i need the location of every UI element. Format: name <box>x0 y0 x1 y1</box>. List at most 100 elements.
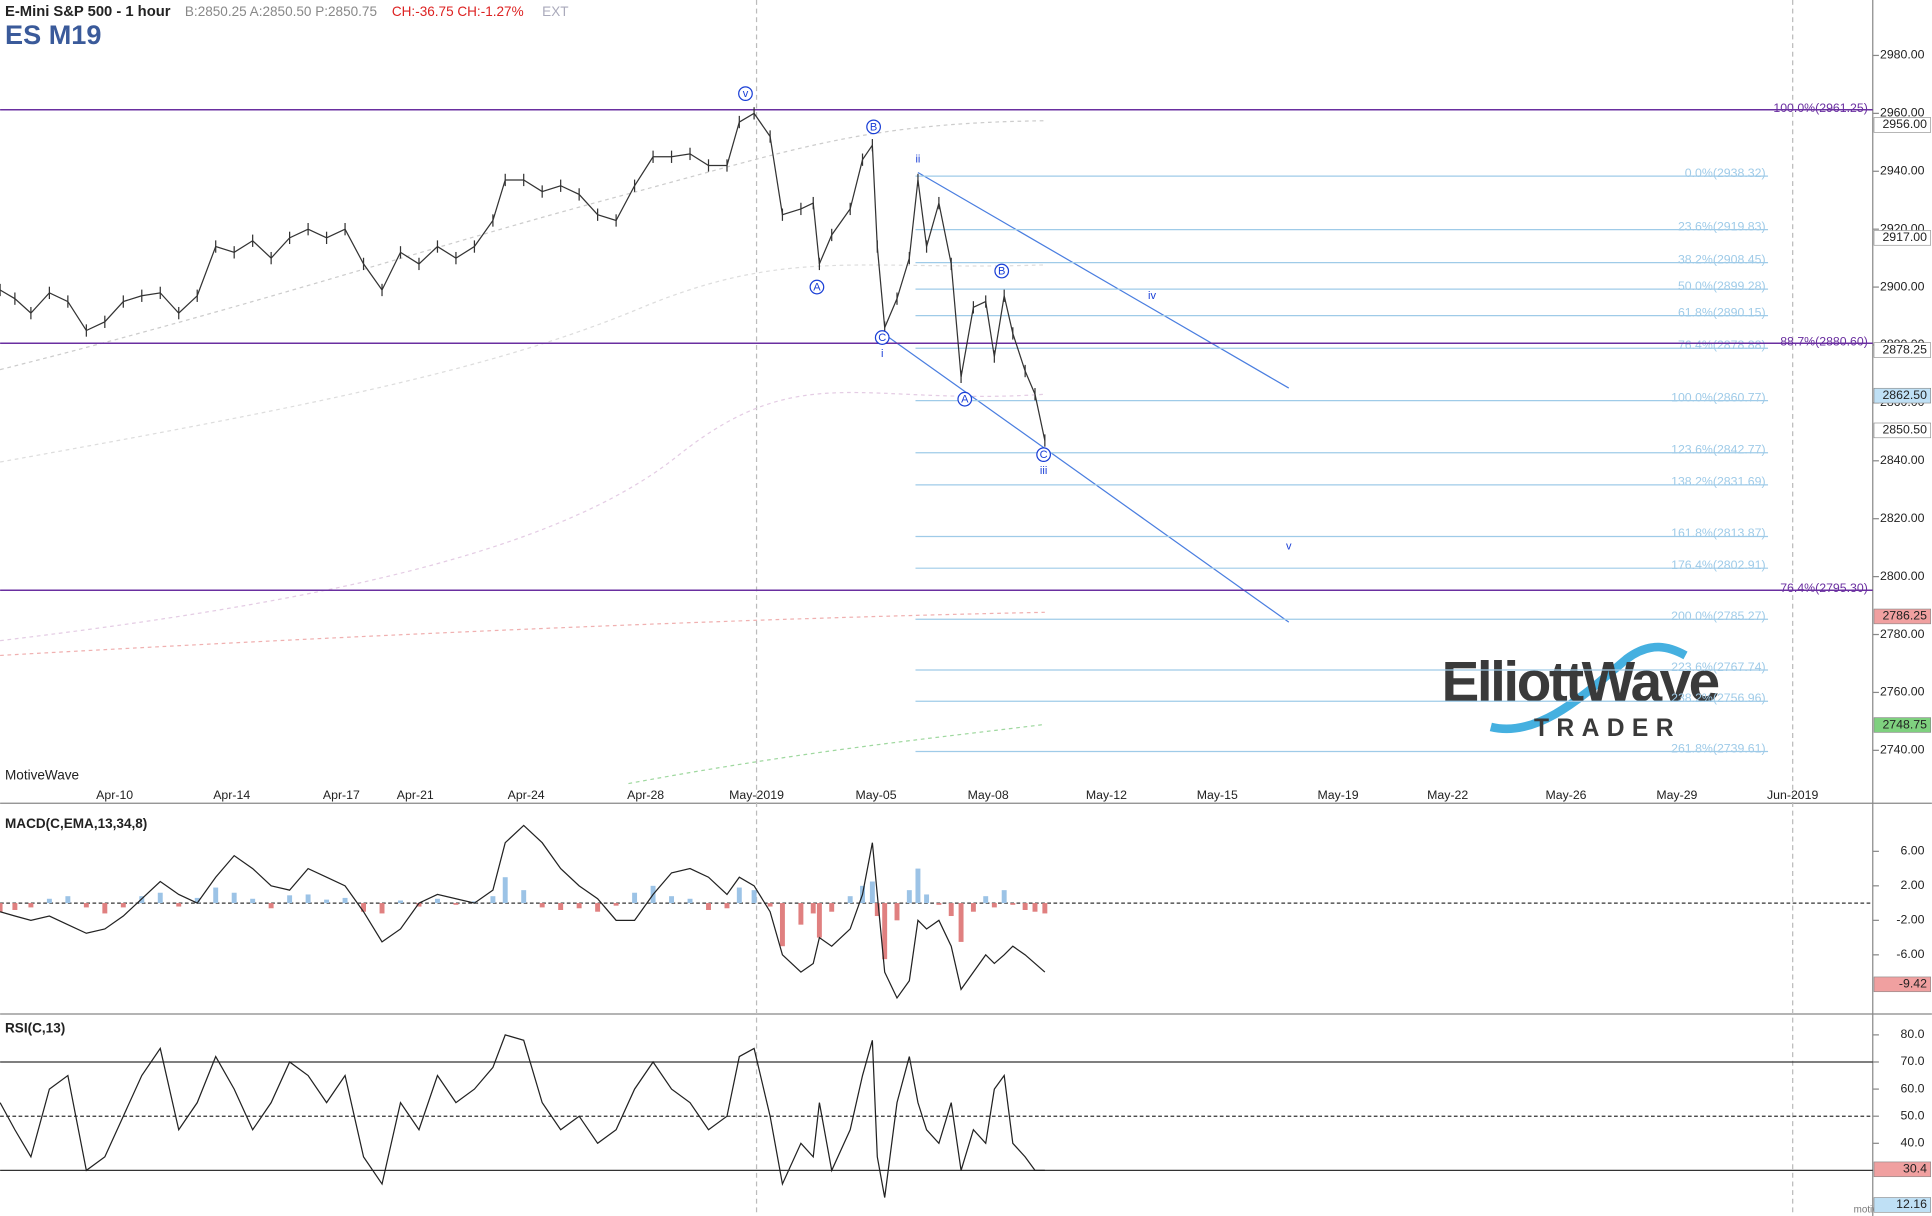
x-tick-label: Apr-21 <box>397 788 434 802</box>
histogram-bar <box>502 877 508 904</box>
wave-label: C <box>878 332 886 344</box>
fib-label: 61.8%(2890.15) <box>1678 305 1766 319</box>
histogram-bar <box>416 903 422 907</box>
fib-label: 100.0%(2860.77) <box>1671 390 1765 404</box>
x-tick-label: May-05 <box>856 788 897 802</box>
price-flag-label: 2850.50 <box>1882 423 1927 437</box>
price-flag-label: 2878.25 <box>1882 342 1927 356</box>
price-flag <box>1873 608 1931 625</box>
wave-circle <box>866 119 881 135</box>
fib-label: 76.4%(2878.88) <box>1678 338 1766 352</box>
moving-average <box>0 120 1045 371</box>
channel-line <box>881 332 1290 623</box>
histogram-bar <box>576 903 582 909</box>
x-tick-label: Apr-28 <box>627 788 664 802</box>
histogram-bar <box>613 903 619 906</box>
price-flag-label: -9.42 <box>1899 977 1927 991</box>
histogram-bar <box>83 903 89 908</box>
histogram-bar <box>767 903 773 907</box>
histogram-bar <box>829 903 835 912</box>
y-tick-label: 2940.00 <box>1880 164 1925 178</box>
histogram-bar <box>46 898 52 904</box>
moving-average <box>0 391 1045 642</box>
histogram-bar <box>379 903 385 914</box>
wave-label: A <box>813 282 821 294</box>
y-tick-label: 2900.00 <box>1880 279 1925 293</box>
y-tick-label: 2.00 <box>1901 878 1925 892</box>
histogram-bar <box>948 903 954 917</box>
histogram-bar <box>894 903 900 921</box>
histogram-bar <box>669 896 675 904</box>
x-tick-label: May-29 <box>1656 788 1697 802</box>
wave-label: v <box>1286 540 1292 552</box>
logo-main: ElliottWave <box>1442 651 1719 714</box>
histogram-bar <box>915 868 921 904</box>
histogram-bar <box>213 887 219 904</box>
panel-title: MACD(C,EMA,13,34,8) <box>5 816 147 831</box>
fib-label: 200.0%(2785.27) <box>1671 609 1765 623</box>
y-tick-label: 6.00 <box>1901 844 1925 858</box>
price-flag <box>1873 422 1931 439</box>
x-tick-label: May-15 <box>1197 788 1238 802</box>
histogram-bar <box>1010 903 1016 905</box>
wave-label: i <box>881 348 883 360</box>
ticker: ES M19 <box>5 19 101 50</box>
fib-label: 0.0%(2938.32) <box>1685 166 1766 180</box>
histogram-bar <box>539 903 545 908</box>
fib-label: 261.8%(2739.61) <box>1671 741 1765 755</box>
histogram-bar <box>983 896 989 904</box>
price-flag-label: 2862.50 <box>1882 388 1927 402</box>
histogram-bar <box>1032 903 1038 912</box>
price-flag <box>1873 342 1931 358</box>
series-line <box>0 824 1046 1000</box>
price-flag-label: 2748.75 <box>1882 717 1927 731</box>
histogram-bar <box>521 890 527 904</box>
histogram-bar <box>991 903 997 908</box>
series-line <box>0 1034 1045 1198</box>
wave-label: B <box>870 121 877 133</box>
y-tick-label: 60.0 <box>1901 1081 1925 1095</box>
price-flag <box>1873 117 1931 133</box>
histogram-bar <box>595 903 601 912</box>
fib-label: 123.6%(2842.77) <box>1671 443 1765 457</box>
y-tick-label: -2.00 <box>1896 913 1924 927</box>
wave-circle <box>1036 447 1052 463</box>
histogram-bar <box>0 903 3 912</box>
price-flag-label: 2786.25 <box>1882 609 1927 623</box>
x-tick-label: May-12 <box>1086 788 1127 802</box>
logo-swoosh <box>1489 642 1688 733</box>
histogram-bar <box>157 892 163 904</box>
histogram-bar <box>936 903 942 905</box>
histogram-bar <box>874 903 880 917</box>
histogram-bar <box>736 887 742 904</box>
fib-label: 50.0%(2899.28) <box>1678 279 1766 293</box>
price-flag <box>1873 1161 1931 1178</box>
wave-circle <box>809 279 825 295</box>
wave-label: B <box>998 266 1005 278</box>
price-flag-label: 2956.00 <box>1882 117 1927 131</box>
histogram-bar <box>751 890 757 904</box>
histogram-bar <box>958 903 964 942</box>
histogram-bar <box>1042 903 1048 914</box>
histogram-bar <box>361 903 367 912</box>
retrace-label: 100.0%(2961.25) <box>1773 101 1867 115</box>
logo-sub: TRADER <box>1534 715 1681 742</box>
channel-line <box>917 171 1290 389</box>
y-tick-label: 2820.00 <box>1880 511 1925 525</box>
price-flag <box>1873 1197 1931 1213</box>
histogram-bar <box>287 895 293 904</box>
price-flag <box>1873 976 1931 993</box>
histogram-bar <box>305 894 311 904</box>
histogram-bar <box>779 903 785 947</box>
y-tick-label: 2960.00 <box>1880 106 1925 120</box>
retrace-label: 88.7%(2880.60) <box>1780 334 1868 348</box>
y-tick-label: 2780.00 <box>1880 627 1925 641</box>
histogram-bar <box>1022 903 1028 910</box>
histogram-bar <box>250 898 256 904</box>
histogram-bar <box>970 903 976 912</box>
histogram-bar <box>471 901 477 904</box>
histogram-bar <box>847 896 853 904</box>
moving-average <box>628 723 1045 785</box>
